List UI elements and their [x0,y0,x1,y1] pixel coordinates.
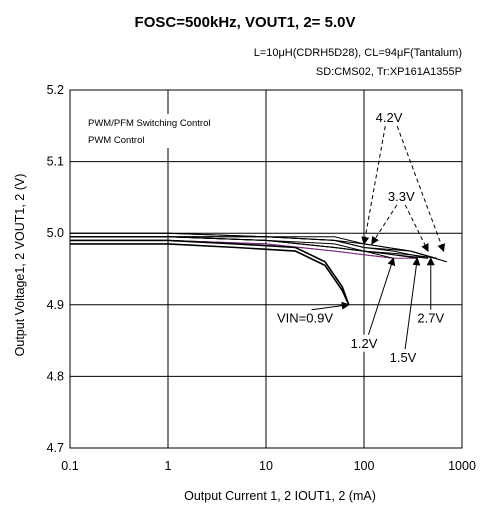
annotation-label-bg [385,187,417,205]
plot-frame [69,89,463,449]
annotation-arrow [396,126,445,253]
annotation-arrow [311,301,350,311]
y-tick-label: 5.2 [47,83,64,97]
x-tick-label: 0.1 [61,459,78,473]
annotation-label-bg [373,109,405,127]
x-tick-label: 1 [165,459,172,473]
annotation-label: 3.3V [388,189,415,204]
y-tick-label: 4.7 [47,441,64,455]
annotation-arrow [367,257,396,335]
legend-entry-pwm: PWM Control [88,135,144,146]
annotation-label-bg [274,309,336,327]
annotation-label-bg [348,334,380,352]
legend-rect [84,114,248,148]
annotation-label: VIN=0.9V [277,311,333,326]
y-axis-label: Output Voltage1, 2 VOUT1, 2 (V) [13,174,27,357]
y-tick-label: 5.1 [47,155,64,169]
legend-box: PWM/PFM Switching Control PWM Control [84,114,248,148]
x-axis-label: Output Current 1, 2 IOUT1, 2 (mA) [184,489,376,503]
annotation-label: 1.5V [390,350,417,365]
annotation-label-bg [415,309,447,327]
annotation-label: 1.2V [351,336,378,351]
series-line-pwm-pfm-1.5 [70,239,418,259]
annotation-arrow [361,126,386,245]
y-tick-label: 4.8 [47,369,64,383]
x-tick-label: 10 [259,459,273,473]
annotations: 4.2V 3.3V VIN=0.9V 1.2V 1.5V 2.7V [274,109,447,367]
annotation-label: 2.7V [417,311,444,326]
tick-labels: 0.1 1 10 100 1000 4.7 4.8 4.9 5.0 5.1 5.2 [47,83,476,473]
chart-title: FOSC=500kHz, VOUT1, 2= 5.0V [135,14,356,31]
y-tick-label: 5.0 [47,226,64,240]
series-line-pwm-0.9 [70,239,350,306]
condition-line-1: L=10μH(CDRH5D28), CL=94μF(Tantalum) [254,47,462,59]
annotation-arrow [404,204,429,252]
series-line-pwm-pfm-0.9 [70,243,350,306]
condition-line-2: SD:CMS02, Tr:XP161A1355P [316,66,462,78]
annotation-label: 4.2V [376,110,403,125]
series-line-pwm-4.2 [70,232,447,263]
x-tick-label: 100 [354,459,375,473]
y-tick-label: 4.9 [47,298,64,312]
legend-entry-pwm-pfm: PWM/PFM Switching Control [88,118,210,129]
x-tick-label: 1000 [448,459,476,473]
annotation-arrow [371,204,398,245]
annotation-label-bg [387,349,419,367]
annotation-arrow [404,257,421,350]
